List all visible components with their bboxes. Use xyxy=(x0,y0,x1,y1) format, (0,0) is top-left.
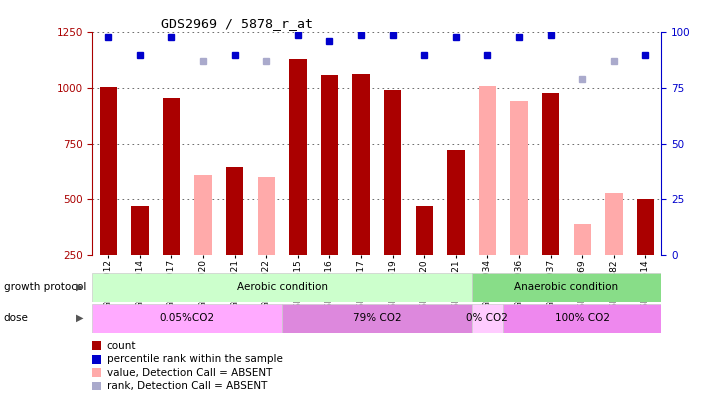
Bar xyxy=(100,87,117,255)
Bar xyxy=(542,93,560,255)
Bar xyxy=(131,206,149,255)
Bar xyxy=(384,90,401,255)
Bar xyxy=(605,193,623,255)
Text: ▶: ▶ xyxy=(76,313,84,323)
Bar xyxy=(163,98,180,255)
Bar xyxy=(92,273,471,302)
Bar xyxy=(282,304,471,333)
Text: 79% CO2: 79% CO2 xyxy=(353,313,401,323)
Bar xyxy=(353,74,370,255)
Bar xyxy=(447,150,464,255)
Text: rank, Detection Call = ABSENT: rank, Detection Call = ABSENT xyxy=(107,381,267,391)
Bar xyxy=(289,59,306,255)
Text: GDS2969 / 5878_r_at: GDS2969 / 5878_r_at xyxy=(161,17,313,30)
Text: percentile rank within the sample: percentile rank within the sample xyxy=(107,354,282,364)
Bar xyxy=(194,175,212,255)
Bar xyxy=(257,177,275,255)
Bar xyxy=(92,304,282,333)
Text: value, Detection Call = ABSENT: value, Detection Call = ABSENT xyxy=(107,368,272,377)
Bar xyxy=(479,86,496,255)
Bar xyxy=(510,101,528,255)
Bar xyxy=(321,75,338,255)
Text: 0.05%CO2: 0.05%CO2 xyxy=(160,313,215,323)
Text: 0% CO2: 0% CO2 xyxy=(466,313,508,323)
Bar xyxy=(471,304,503,333)
Text: Anaerobic condition: Anaerobic condition xyxy=(514,282,619,292)
Bar xyxy=(574,224,591,255)
Text: Aerobic condition: Aerobic condition xyxy=(237,282,328,292)
Bar xyxy=(503,304,661,333)
Text: dose: dose xyxy=(4,313,28,323)
Bar xyxy=(637,200,654,255)
Bar xyxy=(471,273,661,302)
Text: 100% CO2: 100% CO2 xyxy=(555,313,610,323)
Text: ▶: ▶ xyxy=(76,282,84,292)
Text: growth protocol: growth protocol xyxy=(4,282,86,292)
Text: count: count xyxy=(107,341,136,351)
Bar xyxy=(415,206,433,255)
Bar xyxy=(226,167,243,255)
